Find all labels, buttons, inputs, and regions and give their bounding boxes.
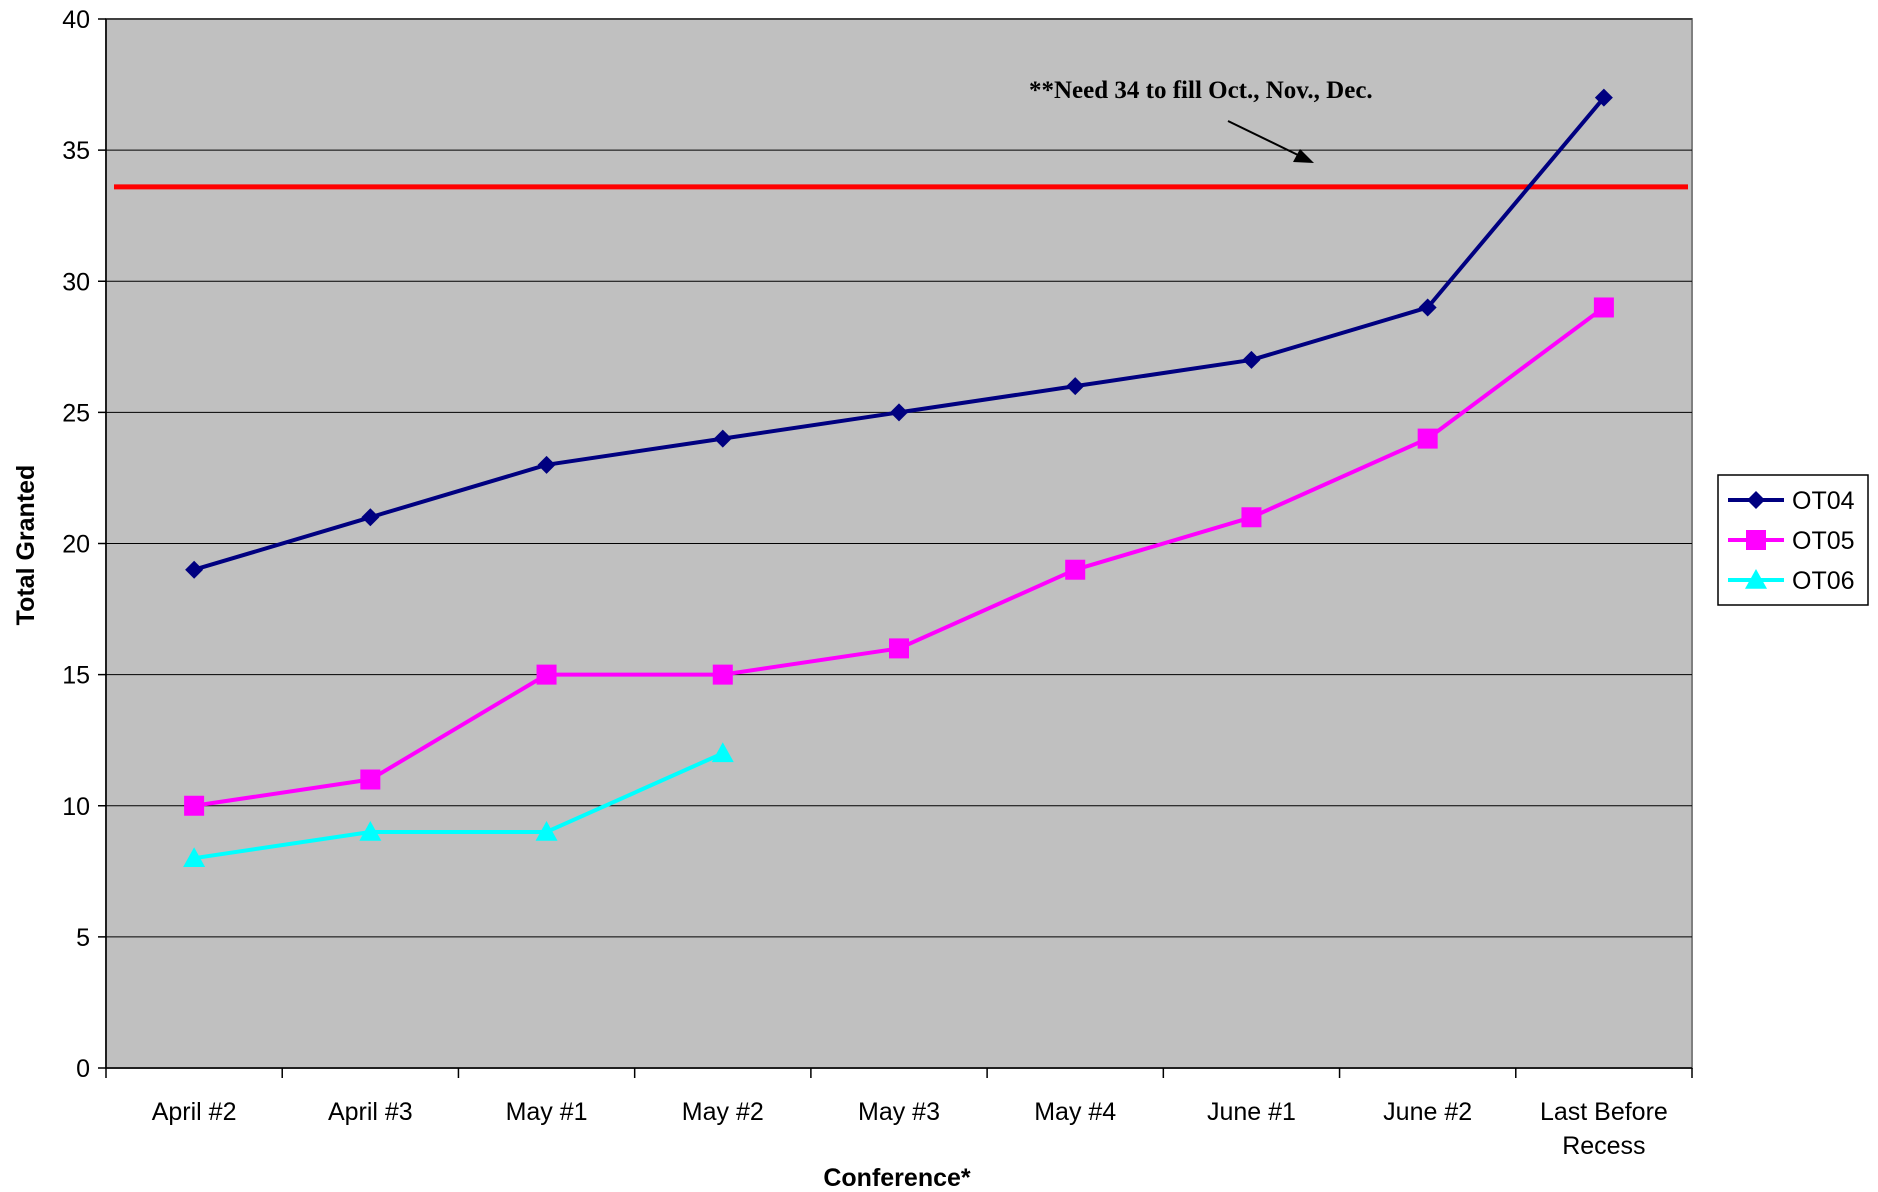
- y-tick-label: 0: [76, 1055, 90, 1083]
- data-point-diamond: [1594, 88, 1613, 107]
- x-tick-label: June #2: [1383, 1098, 1472, 1126]
- series-group: [183, 88, 1614, 867]
- data-point-triangle: [183, 847, 206, 867]
- y-tick-label: 20: [62, 531, 90, 559]
- data-point-square: [1241, 507, 1262, 528]
- data-point-diamond: [1747, 491, 1765, 509]
- data-point-square: [712, 664, 733, 685]
- series-ot04: [185, 88, 1613, 579]
- data-point-square: [1746, 530, 1766, 550]
- legend-label: OT06: [1792, 567, 1855, 595]
- series-ot05: [184, 297, 1614, 816]
- annotation-text: **Need 34 to fill Oct., Nov., Dec.: [1029, 77, 1373, 104]
- series-ot06: [183, 742, 734, 867]
- y-tick-label: 35: [62, 137, 90, 165]
- x-tick-label: Last Before Recess: [1540, 1098, 1668, 1160]
- data-point-square: [360, 769, 381, 790]
- y-tick-label: 40: [62, 6, 90, 34]
- y-tick-label: 25: [62, 399, 90, 427]
- x-tick-label: April #3: [328, 1098, 413, 1126]
- legend: OT04 OT05 OT06: [1717, 474, 1869, 606]
- series-line: [193, 751, 724, 861]
- y-axis-ticks: 0 5 10 15 20 25 30 35 40: [62, 6, 107, 1083]
- annotation-group: **Need 34 to fill Oct., Nov., Dec.: [1029, 77, 1373, 163]
- data-point-diamond: [713, 429, 732, 448]
- legend-label: OT04: [1792, 487, 1855, 515]
- data-point-square: [184, 795, 205, 816]
- data-point-triangle: [711, 742, 734, 763]
- data-point-triangle: [1745, 569, 1767, 589]
- legend-label: OT05: [1792, 527, 1855, 555]
- x-axis-label: Conference*: [823, 1164, 971, 1192]
- data-point-diamond: [890, 403, 908, 422]
- x-tick-label: April #2: [152, 1098, 237, 1126]
- x-tick-label: June #1: [1207, 1098, 1296, 1126]
- data-point-triangle: [359, 820, 382, 841]
- data-point-square: [1065, 559, 1086, 580]
- data-point-diamond: [361, 508, 380, 527]
- y-tick-label: 5: [76, 924, 90, 952]
- x-tick-label: May #3: [858, 1098, 940, 1126]
- y-tick-label: 30: [62, 268, 90, 296]
- data-point-diamond: [185, 560, 204, 579]
- data-point-square: [1417, 428, 1438, 449]
- y-axis-label: Total Granted: [12, 465, 40, 626]
- data-point-triangle: [535, 820, 558, 841]
- x-tick-label: May #4: [1034, 1098, 1116, 1126]
- annotation-arrow-line: [1227, 120, 1301, 157]
- data-point-diamond: [1066, 377, 1085, 396]
- y-tick-label: 15: [62, 662, 90, 690]
- x-tick-label: May #2: [682, 1098, 764, 1126]
- data-point-diamond: [1242, 350, 1261, 369]
- data-point-square: [536, 664, 557, 685]
- data-point-square: [1593, 297, 1614, 318]
- annotation-arrowhead: [1293, 149, 1314, 163]
- data-point-diamond: [1418, 298, 1437, 317]
- y-tick-label: 10: [62, 793, 90, 821]
- x-axis-ticks: April #2 April #3 May #1 May #2 May #3 May #4…: [105, 1067, 1693, 1160]
- x-tick-label: May #1: [506, 1098, 588, 1126]
- data-point-diamond: [537, 455, 556, 474]
- data-point-square: [889, 638, 909, 659]
